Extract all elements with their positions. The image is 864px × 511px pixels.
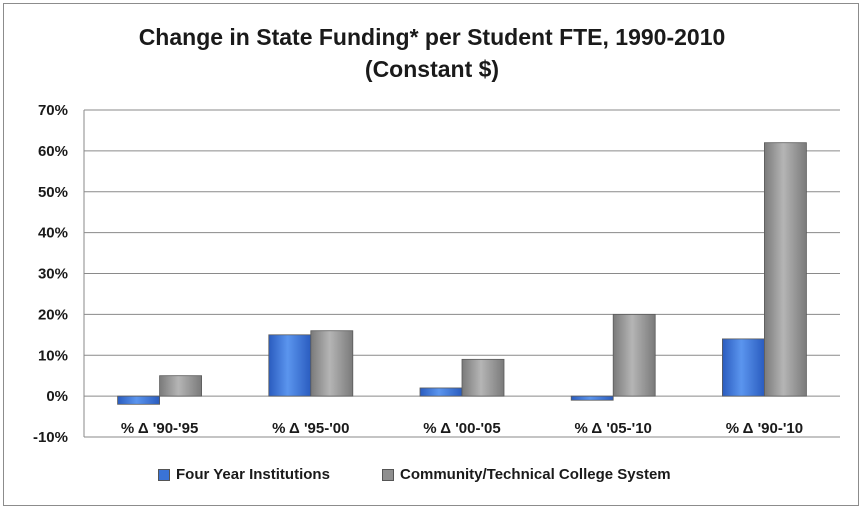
y-tick-label: 0% <box>46 388 68 405</box>
legend-label-community-technical: Community/Technical College System <box>400 466 671 483</box>
chart-title: Change in State Funding* per Student FTE… <box>138 24 726 50</box>
bar-community-technical <box>612 313 656 397</box>
legend-swatch-four-year <box>158 468 170 481</box>
bar-community-technical <box>310 330 354 397</box>
bars <box>117 142 807 405</box>
chart-frame <box>3 3 859 506</box>
bar-community-technical <box>764 142 807 397</box>
y-tick-label: 20% <box>38 306 68 323</box>
y-tick-label: -10% <box>33 429 68 446</box>
x-category-label: % Δ '90-'95 <box>121 420 198 437</box>
bar-four-year <box>419 387 463 397</box>
y-tick-label: 10% <box>38 347 68 364</box>
y-tick-label: 50% <box>38 184 68 201</box>
x-category-label: % Δ '90-'10 <box>726 420 803 437</box>
bar-community-technical <box>461 358 505 397</box>
bar-four-year <box>268 334 312 397</box>
legend-swatch-community-technical <box>382 468 394 481</box>
bar-four-year <box>117 395 160 405</box>
y-tick-label: 60% <box>38 143 68 160</box>
y-tick-label: 40% <box>38 225 68 242</box>
x-axis-labels: % Δ '90-'95 % Δ '95-'00 % Δ '00-'05 % Δ '05… <box>121 420 803 437</box>
legend-item-community-technical: Community/Technical College System <box>382 466 671 483</box>
y-tick-label: 30% <box>38 266 68 283</box>
chart-subtitle: (Constant $) <box>364 56 500 82</box>
legend: Four Year Institutions Community/Technic… <box>0 466 864 488</box>
x-category-label: % Δ '95-'00 <box>272 420 349 437</box>
bar-community-technical <box>159 375 203 397</box>
legend-label-four-year: Four Year Institutions <box>176 466 330 483</box>
bar-four-year <box>722 338 765 397</box>
y-axis: -10% 0% 10% 20% 30% 40% 50% 60% 70% <box>33 102 85 446</box>
x-category-label: % Δ '05-'10 <box>574 420 651 437</box>
bar-four-year <box>570 395 614 401</box>
legend-item-four-year: Four Year Institutions <box>158 466 330 483</box>
gridlines <box>84 109 840 438</box>
x-category-label: % Δ '00-'05 <box>423 420 500 437</box>
y-tick-label: 70% <box>38 102 68 119</box>
